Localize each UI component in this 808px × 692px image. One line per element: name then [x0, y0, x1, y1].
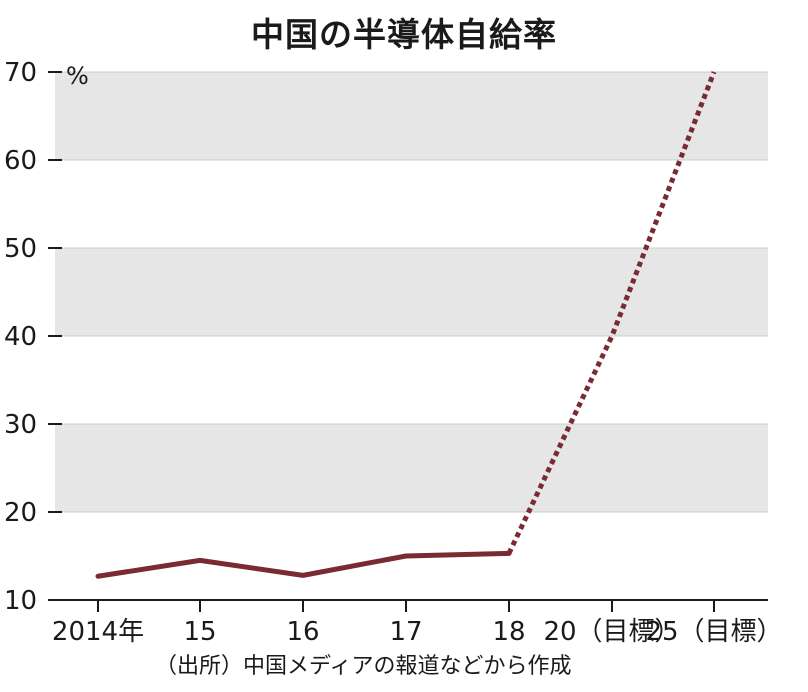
grid-band	[55, 424, 768, 512]
y-tick-label: 50	[4, 234, 37, 264]
y-tick-label: 20	[4, 498, 37, 528]
y-tick-label: 10	[4, 586, 37, 616]
y-tick-label: 70	[4, 58, 37, 88]
series-line-actual	[95, 550, 512, 579]
source-note: （出所）中国メディアの報道などから作成	[155, 654, 572, 679]
x-tick-label: 20（目標）	[543, 617, 680, 647]
x-tick-label: 17	[389, 617, 422, 647]
grid-band	[55, 248, 768, 336]
x-tick-label: 2014年	[52, 617, 144, 647]
x-tick-label: 16	[286, 617, 319, 647]
x-tick-label: 18	[492, 617, 525, 647]
chart-title: 中国の半導体自給率	[251, 15, 557, 54]
y-tick-label: 60	[4, 146, 37, 176]
x-tick-label: 15	[183, 617, 216, 647]
x-tick-label: 25（目標）	[645, 617, 782, 647]
grid-band	[55, 72, 768, 160]
y-tick-label: 40	[4, 322, 37, 352]
y-tick-label: 30	[4, 410, 37, 440]
y-unit-label: %	[66, 62, 89, 90]
